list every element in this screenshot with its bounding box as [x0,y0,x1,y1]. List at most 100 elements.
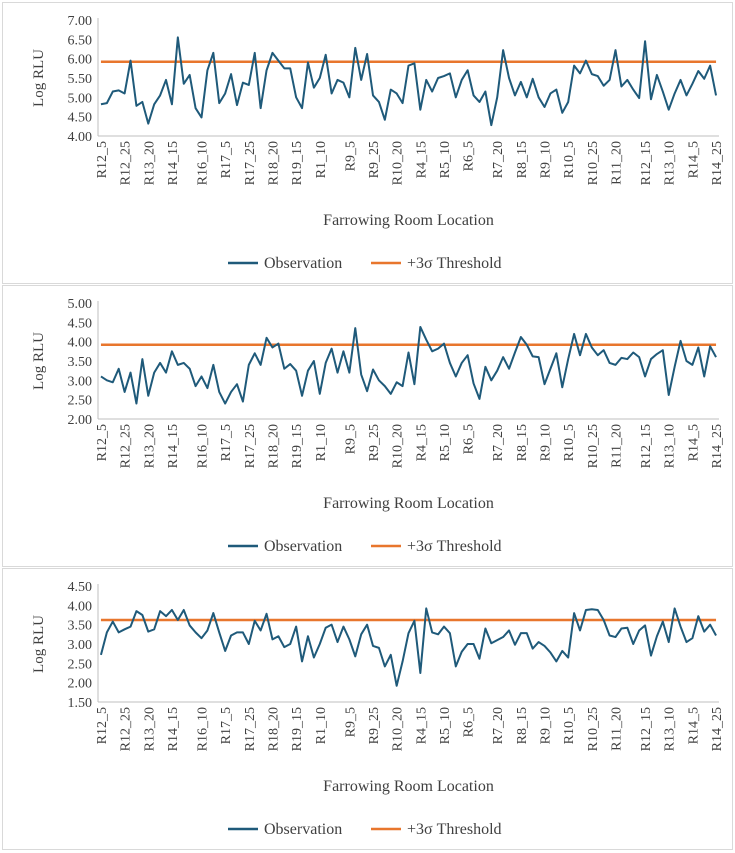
x-tick-label: R5_10 [438,141,453,178]
x-tick-label: R12_25 [119,141,134,185]
chart-panel-1: 4.00 4.50 5.00 5.50 6.00 6.50 7.00 R12_5 R12_25 R… [2,2,733,284]
x-tick-label: R10_20 [391,424,406,468]
x-tick-label: R16_10 [196,141,211,185]
y-tick-label: 5.50 [68,72,93,87]
x-tick-label: R1_10 [314,707,329,744]
x-tick-label: R14_15 [166,141,181,185]
x-tick-label: R17_5 [219,707,234,744]
x-tick-label: R12_15 [639,141,654,185]
y-tick-label: 2.00 [68,413,93,428]
y-tick-label: 4.50 [68,111,93,126]
x-tick-label: R18_20 [266,707,281,751]
x-tick-label: R9_25 [367,141,382,178]
x-tick-label: R10_25 [586,141,601,185]
x-tick-label: R7_20 [491,141,506,178]
x-tick-label: R13_20 [142,141,157,185]
x-tick-label: R17_5 [219,141,234,178]
x-tick-label: R10_5 [562,707,577,744]
y-tick-label: 5.00 [68,297,93,312]
chart-3-svg: 1.50 2.00 2.50 3.00 3.50 4.00 4.50 R12_5 R12_25 R… [31,580,725,838]
y-axis-title: Log RLU [31,332,47,390]
x-tick-label: R14_5 [686,424,701,461]
x-tick-label: R12_25 [119,424,134,468]
x-tick-label: R19_15 [290,424,305,468]
x-tick-label: R8_15 [515,707,530,744]
x-tick-label: R10_20 [391,707,406,751]
x-tick-label: R10_5 [562,141,577,178]
y-tick-label: 1.50 [68,696,93,711]
chart-1-svg: 4.00 4.50 5.00 5.50 6.00 6.50 7.00 R12_5 R12_25 R… [31,14,725,272]
x-tick-label: R17_25 [243,707,258,751]
x-tick-label: R10_25 [586,707,601,751]
x-tick-label: R14_25 [710,141,725,185]
x-tick-label: R6_5 [462,141,477,171]
legend-observation-label: Observation [264,821,342,838]
x-tick-label: R9_5 [343,707,358,737]
x-tick-label: R12_15 [639,424,654,468]
x-tick-label: R13_10 [663,707,678,751]
x-tick-label: R4_15 [414,707,429,744]
x-tick-label: R19_15 [290,707,305,751]
x-tick-label: R17_25 [243,424,258,468]
y-tick-label: 4.00 [68,130,93,145]
x-tick-label: R4_15 [414,141,429,178]
x-tick-label: R13_20 [142,424,157,468]
x-tick-label: R14_5 [686,707,701,744]
x-tick-label: R1_10 [314,424,329,461]
x-tick-label: R14_15 [166,424,181,468]
legend-observation-label: Observation [264,255,342,272]
x-tick-label: R11_20 [610,424,625,468]
x-tick-label: R12_5 [95,707,110,744]
x-tick-label: R11_20 [610,141,625,185]
chart-panel-2: 2.00 2.50 3.00 3.50 4.00 4.50 5.00 R12_5 R12_25 R… [2,285,733,567]
y-tick-label: 2.50 [68,394,93,409]
y-tick-label: 4.00 [68,599,93,614]
x-tick-label: R7_20 [491,424,506,461]
y-tick-label: 5.00 [68,91,93,106]
y-tick-label: 7.00 [68,14,93,29]
x-tick-label: R13_10 [663,424,678,468]
y-axis-title: Log RLU [31,49,47,107]
x-tick-label: R18_20 [266,141,281,185]
chart-panel-3: 1.50 2.00 2.50 3.00 3.50 4.00 4.50 R12_5 R12_25 R… [2,568,733,850]
x-axis-title: Farrowing Room Location [323,212,494,229]
x-tick-label: R16_10 [196,707,211,751]
x-tick-label: R18_20 [266,424,281,468]
y-tick-label: 2.00 [68,677,93,692]
x-tick-label: R9_10 [539,141,554,178]
y-tick-label: 6.50 [68,33,93,48]
y-tick-label: 4.00 [68,336,93,351]
x-tick-label: R7_20 [491,707,506,744]
x-tick-label: R8_15 [515,424,530,461]
y-tick-label: 4.50 [68,316,93,331]
x-tick-label: R13_10 [663,141,678,185]
x-tick-label: R17_25 [243,141,258,185]
x-tick-label: R12_15 [639,707,654,751]
x-tick-label: R5_10 [438,424,453,461]
x-tick-label: R9_25 [367,707,382,744]
x-tick-label: R5_10 [438,707,453,744]
x-tick-label: R9_5 [343,141,358,171]
x-tick-label: R4_15 [414,424,429,461]
x-tick-label: R14_25 [710,424,725,468]
legend-threshold-label: +3σ Threshold [407,538,502,555]
x-tick-label: R10_20 [391,141,406,185]
x-tick-label: R12_25 [119,707,134,751]
x-tick-label: R12_5 [95,141,110,178]
x-axis-title: Farrowing Room Location [323,778,494,795]
x-tick-label: R11_20 [610,707,625,751]
legend-threshold-label: +3σ Threshold [407,821,502,838]
chart-2-svg: 2.00 2.50 3.00 3.50 4.00 4.50 5.00 R12_5 R12_25 R… [31,297,725,555]
y-tick-label: 3.50 [68,355,93,370]
x-tick-label: R19_15 [290,141,305,185]
x-tick-label: R17_5 [219,424,234,461]
x-tick-label: R1_10 [314,141,329,178]
legend-threshold-label: +3σ Threshold [407,255,502,272]
x-tick-label: R6_5 [462,424,477,454]
y-tick-label: 6.00 [68,53,93,68]
y-tick-label: 3.00 [68,374,93,389]
x-tick-label: R10_5 [562,424,577,461]
x-tick-label: R13_20 [142,707,157,751]
x-tick-label: R14_5 [686,141,701,178]
x-tick-label: R14_15 [166,707,181,751]
